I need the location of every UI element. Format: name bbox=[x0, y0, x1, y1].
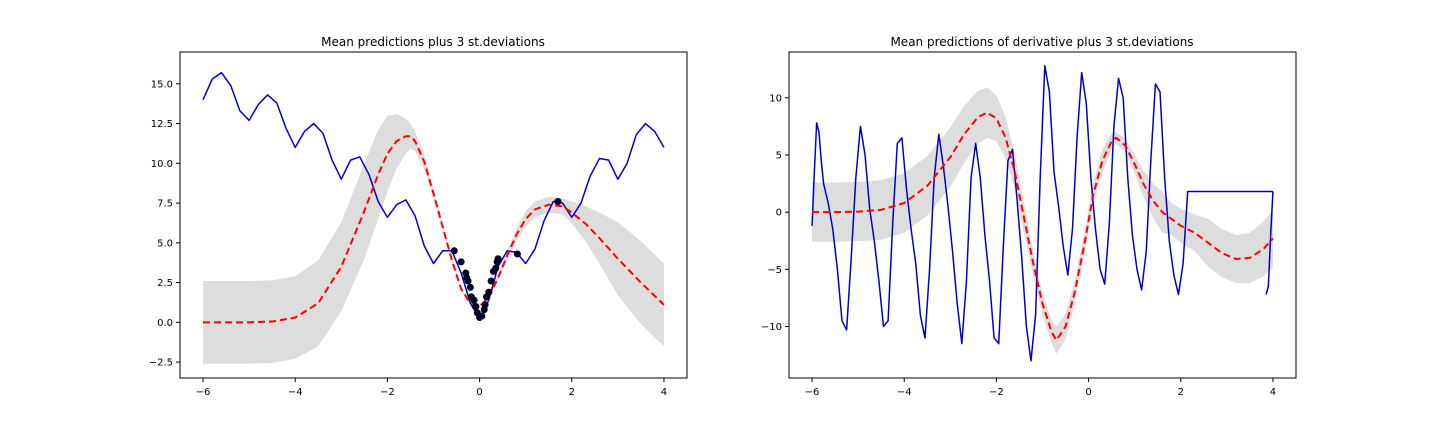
right-axes-frame bbox=[788, 51, 1297, 379]
left-x-tick-label: −4 bbox=[288, 387, 303, 398]
left-data-point bbox=[492, 264, 500, 272]
left-data-point bbox=[554, 197, 562, 205]
right-series-true-derivative bbox=[811, 64, 1273, 362]
right-x-tick-label: −6 bbox=[805, 387, 820, 398]
right-y-tick-label: −5 bbox=[767, 265, 782, 276]
left-data-point bbox=[478, 312, 486, 320]
left-series-true-function bbox=[202, 71, 665, 320]
left-data-point bbox=[472, 302, 480, 310]
left-series-mean-prediction bbox=[203, 135, 665, 324]
right-x-tick-label: 0 bbox=[1085, 387, 1091, 398]
left-data-point bbox=[470, 296, 478, 304]
right-x-tick-label: −2 bbox=[989, 387, 1004, 398]
right-x-tick-label: −4 bbox=[897, 387, 912, 398]
left-data-point bbox=[494, 255, 502, 263]
left-data-point bbox=[464, 277, 472, 285]
left-data-point bbox=[481, 301, 489, 309]
right-chart-panel: Mean predictions of derivative plus 3 st… bbox=[761, 35, 1297, 398]
right-series-true-derivative-tail bbox=[1265, 191, 1274, 295]
right-plot-area bbox=[811, 64, 1274, 362]
left-y-tick-label: 5.0 bbox=[157, 238, 173, 249]
right-y-tick-label: 5 bbox=[776, 150, 782, 161]
right-confidence-band bbox=[812, 87, 1273, 354]
left-y-tick-label: 0.0 bbox=[157, 318, 173, 329]
left-y-tick-label: 10.0 bbox=[151, 159, 173, 170]
left-y-tick-label: 12.5 bbox=[151, 119, 173, 130]
left-axes-frame bbox=[179, 51, 688, 379]
left-confidence-band bbox=[203, 114, 664, 364]
right-chart-title: Mean predictions of derivative plus 3 st… bbox=[890, 35, 1193, 49]
left-data-point bbox=[513, 250, 521, 258]
left-x-tick-label: 2 bbox=[569, 387, 575, 398]
right-y-tick-label: −10 bbox=[761, 322, 782, 333]
left-data-point bbox=[485, 288, 493, 296]
left-data-point bbox=[487, 277, 495, 285]
left-y-tick-label: 7.5 bbox=[157, 199, 173, 210]
left-x-tick-label: 0 bbox=[476, 387, 482, 398]
right-x-tick-label: 4 bbox=[1270, 387, 1276, 398]
right-y-tick-label: 10 bbox=[769, 93, 782, 104]
left-y-tick-label: 2.5 bbox=[157, 278, 173, 289]
left-chart-panel: Mean predictions plus 3 st.deviations −6… bbox=[149, 35, 688, 398]
left-y-tick-label: 15.0 bbox=[151, 79, 173, 90]
left-x-tick-label: −6 bbox=[196, 387, 211, 398]
right-series-mean-derivative-prediction bbox=[812, 111, 1274, 342]
left-data-point bbox=[457, 258, 465, 266]
left-plot-area bbox=[202, 71, 665, 364]
left-data-point bbox=[466, 283, 474, 291]
left-data-point bbox=[450, 247, 458, 255]
left-chart-title: Mean predictions plus 3 st.deviations bbox=[321, 35, 545, 49]
right-y-tick-label: 0 bbox=[776, 208, 782, 219]
left-x-tick-label: −2 bbox=[380, 387, 395, 398]
right-x-tick-label: 2 bbox=[1178, 387, 1184, 398]
left-y-tick-label: −2.5 bbox=[149, 358, 173, 369]
left-x-tick-label: 4 bbox=[661, 387, 667, 398]
